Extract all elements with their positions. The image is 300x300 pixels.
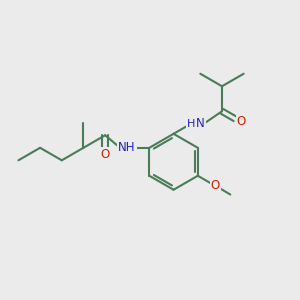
Text: N: N xyxy=(196,117,205,130)
Text: O: O xyxy=(100,148,110,161)
Text: O: O xyxy=(236,115,246,128)
Text: H: H xyxy=(187,119,195,129)
Text: O: O xyxy=(211,179,220,192)
Text: NH: NH xyxy=(118,141,136,154)
